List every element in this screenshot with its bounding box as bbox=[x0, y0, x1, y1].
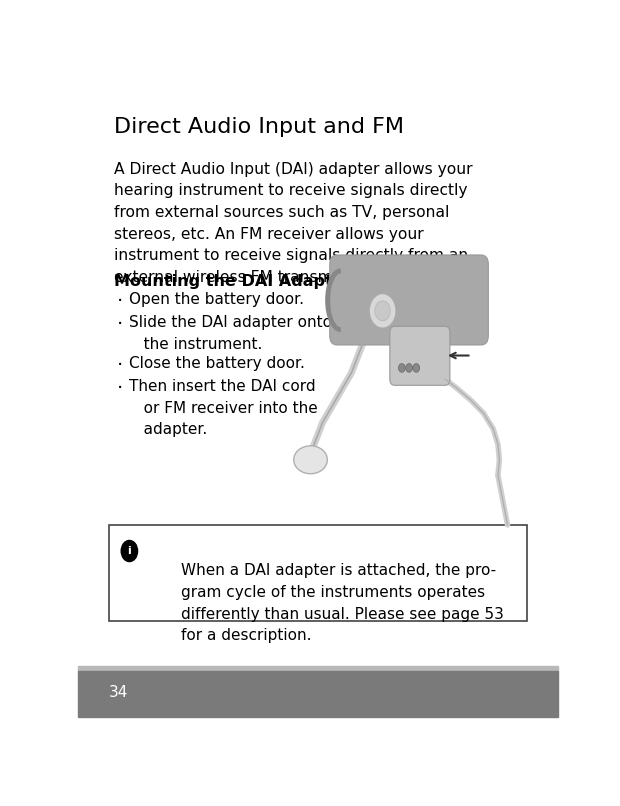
Text: Mounting the DAI Adapter: Mounting the DAI Adapter bbox=[113, 273, 351, 289]
FancyBboxPatch shape bbox=[108, 525, 527, 621]
Bar bbox=[78, 671, 558, 717]
Text: Then insert the DAI cord
   or FM receiver into the
   adapter.: Then insert the DAI cord or FM receiver … bbox=[130, 379, 318, 438]
Ellipse shape bbox=[294, 446, 327, 474]
FancyBboxPatch shape bbox=[330, 255, 489, 345]
Text: ·: · bbox=[117, 315, 123, 334]
Circle shape bbox=[413, 364, 420, 372]
Circle shape bbox=[405, 364, 412, 372]
Text: ·: · bbox=[117, 293, 123, 311]
Text: Slide the DAI adapter onto
   the instrument.: Slide the DAI adapter onto the instrumen… bbox=[130, 315, 332, 351]
Text: Close the battery door.: Close the battery door. bbox=[130, 356, 305, 371]
Text: Direct Audio Input and FM: Direct Audio Input and FM bbox=[113, 117, 404, 136]
Text: A Direct Audio Input (DAI) adapter allows your
hearing instrument to receive sig: A Direct Audio Input (DAI) adapter allow… bbox=[113, 162, 472, 285]
Circle shape bbox=[369, 293, 396, 328]
Text: ·: · bbox=[117, 379, 123, 398]
Text: When a DAI adapter is attached, the pro-
gram cycle of the instruments operates
: When a DAI adapter is attached, the pro-… bbox=[181, 563, 503, 643]
Bar bbox=[78, 666, 558, 671]
Circle shape bbox=[122, 541, 138, 562]
Circle shape bbox=[375, 301, 391, 321]
FancyBboxPatch shape bbox=[390, 326, 450, 385]
Circle shape bbox=[399, 364, 405, 372]
Text: 34: 34 bbox=[108, 685, 128, 700]
Text: Open the battery door.: Open the battery door. bbox=[130, 293, 304, 307]
Text: ·: · bbox=[117, 356, 123, 375]
Text: i: i bbox=[128, 546, 131, 556]
